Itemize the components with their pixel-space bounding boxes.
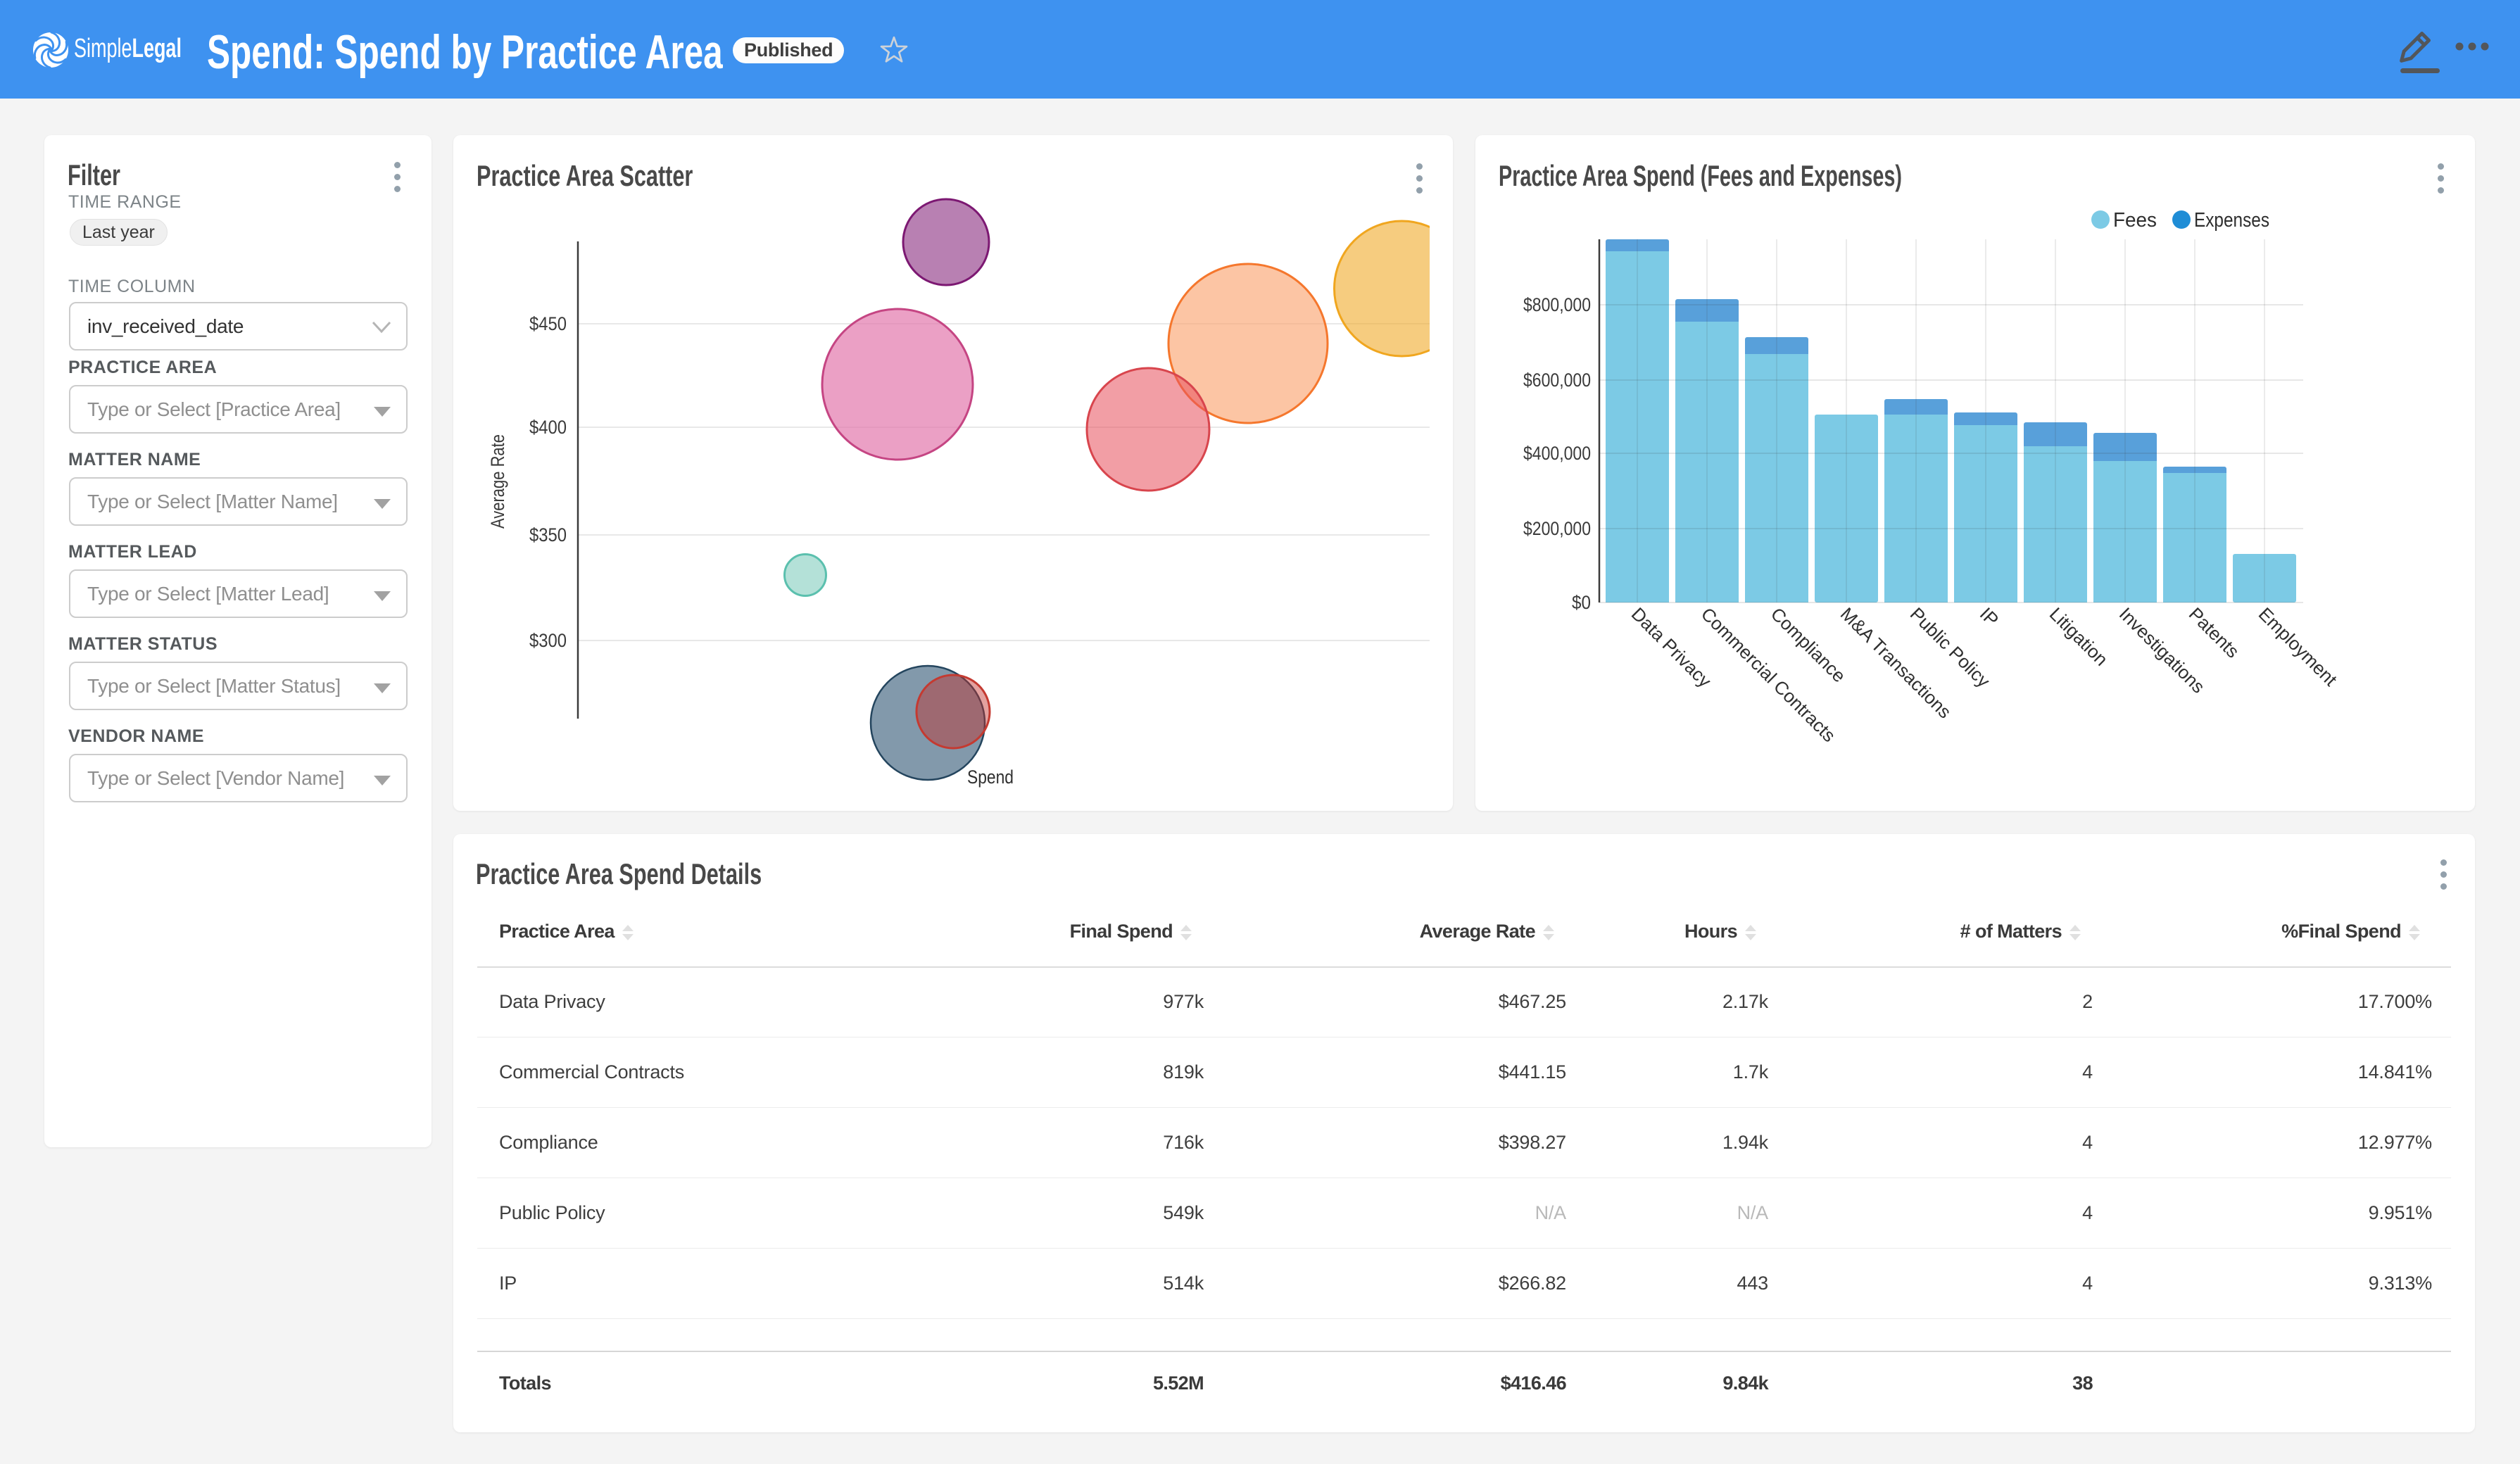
svg-text:$200,000: $200,000 xyxy=(1523,518,1591,539)
svg-text:$350: $350 xyxy=(529,524,567,545)
svg-text:Spend: Spend xyxy=(967,766,1014,788)
svg-text:$400: $400 xyxy=(529,417,567,438)
svg-text:IP: IP xyxy=(1976,603,2003,631)
svg-text:Average Rate: Average Rate xyxy=(487,434,508,529)
svg-text:Litigation: Litigation xyxy=(2046,603,2112,670)
svg-text:Fees: Fees xyxy=(2113,209,2157,232)
svg-text:$300: $300 xyxy=(529,630,567,651)
svg-text:Expenses: Expenses xyxy=(2194,209,2269,232)
svg-text:Patents: Patents xyxy=(2185,603,2244,662)
svg-text:Commercial Contracts: Commercial Contracts xyxy=(1697,603,1840,746)
svg-text:$600,000: $600,000 xyxy=(1523,370,1591,391)
svg-text:Employment: Employment xyxy=(2255,603,2342,690)
svg-text:$800,000: $800,000 xyxy=(1523,294,1591,315)
svg-text:$400,000: $400,000 xyxy=(1523,443,1591,464)
svg-text:$450: $450 xyxy=(529,313,567,334)
svg-text:$0: $0 xyxy=(1572,592,1591,613)
